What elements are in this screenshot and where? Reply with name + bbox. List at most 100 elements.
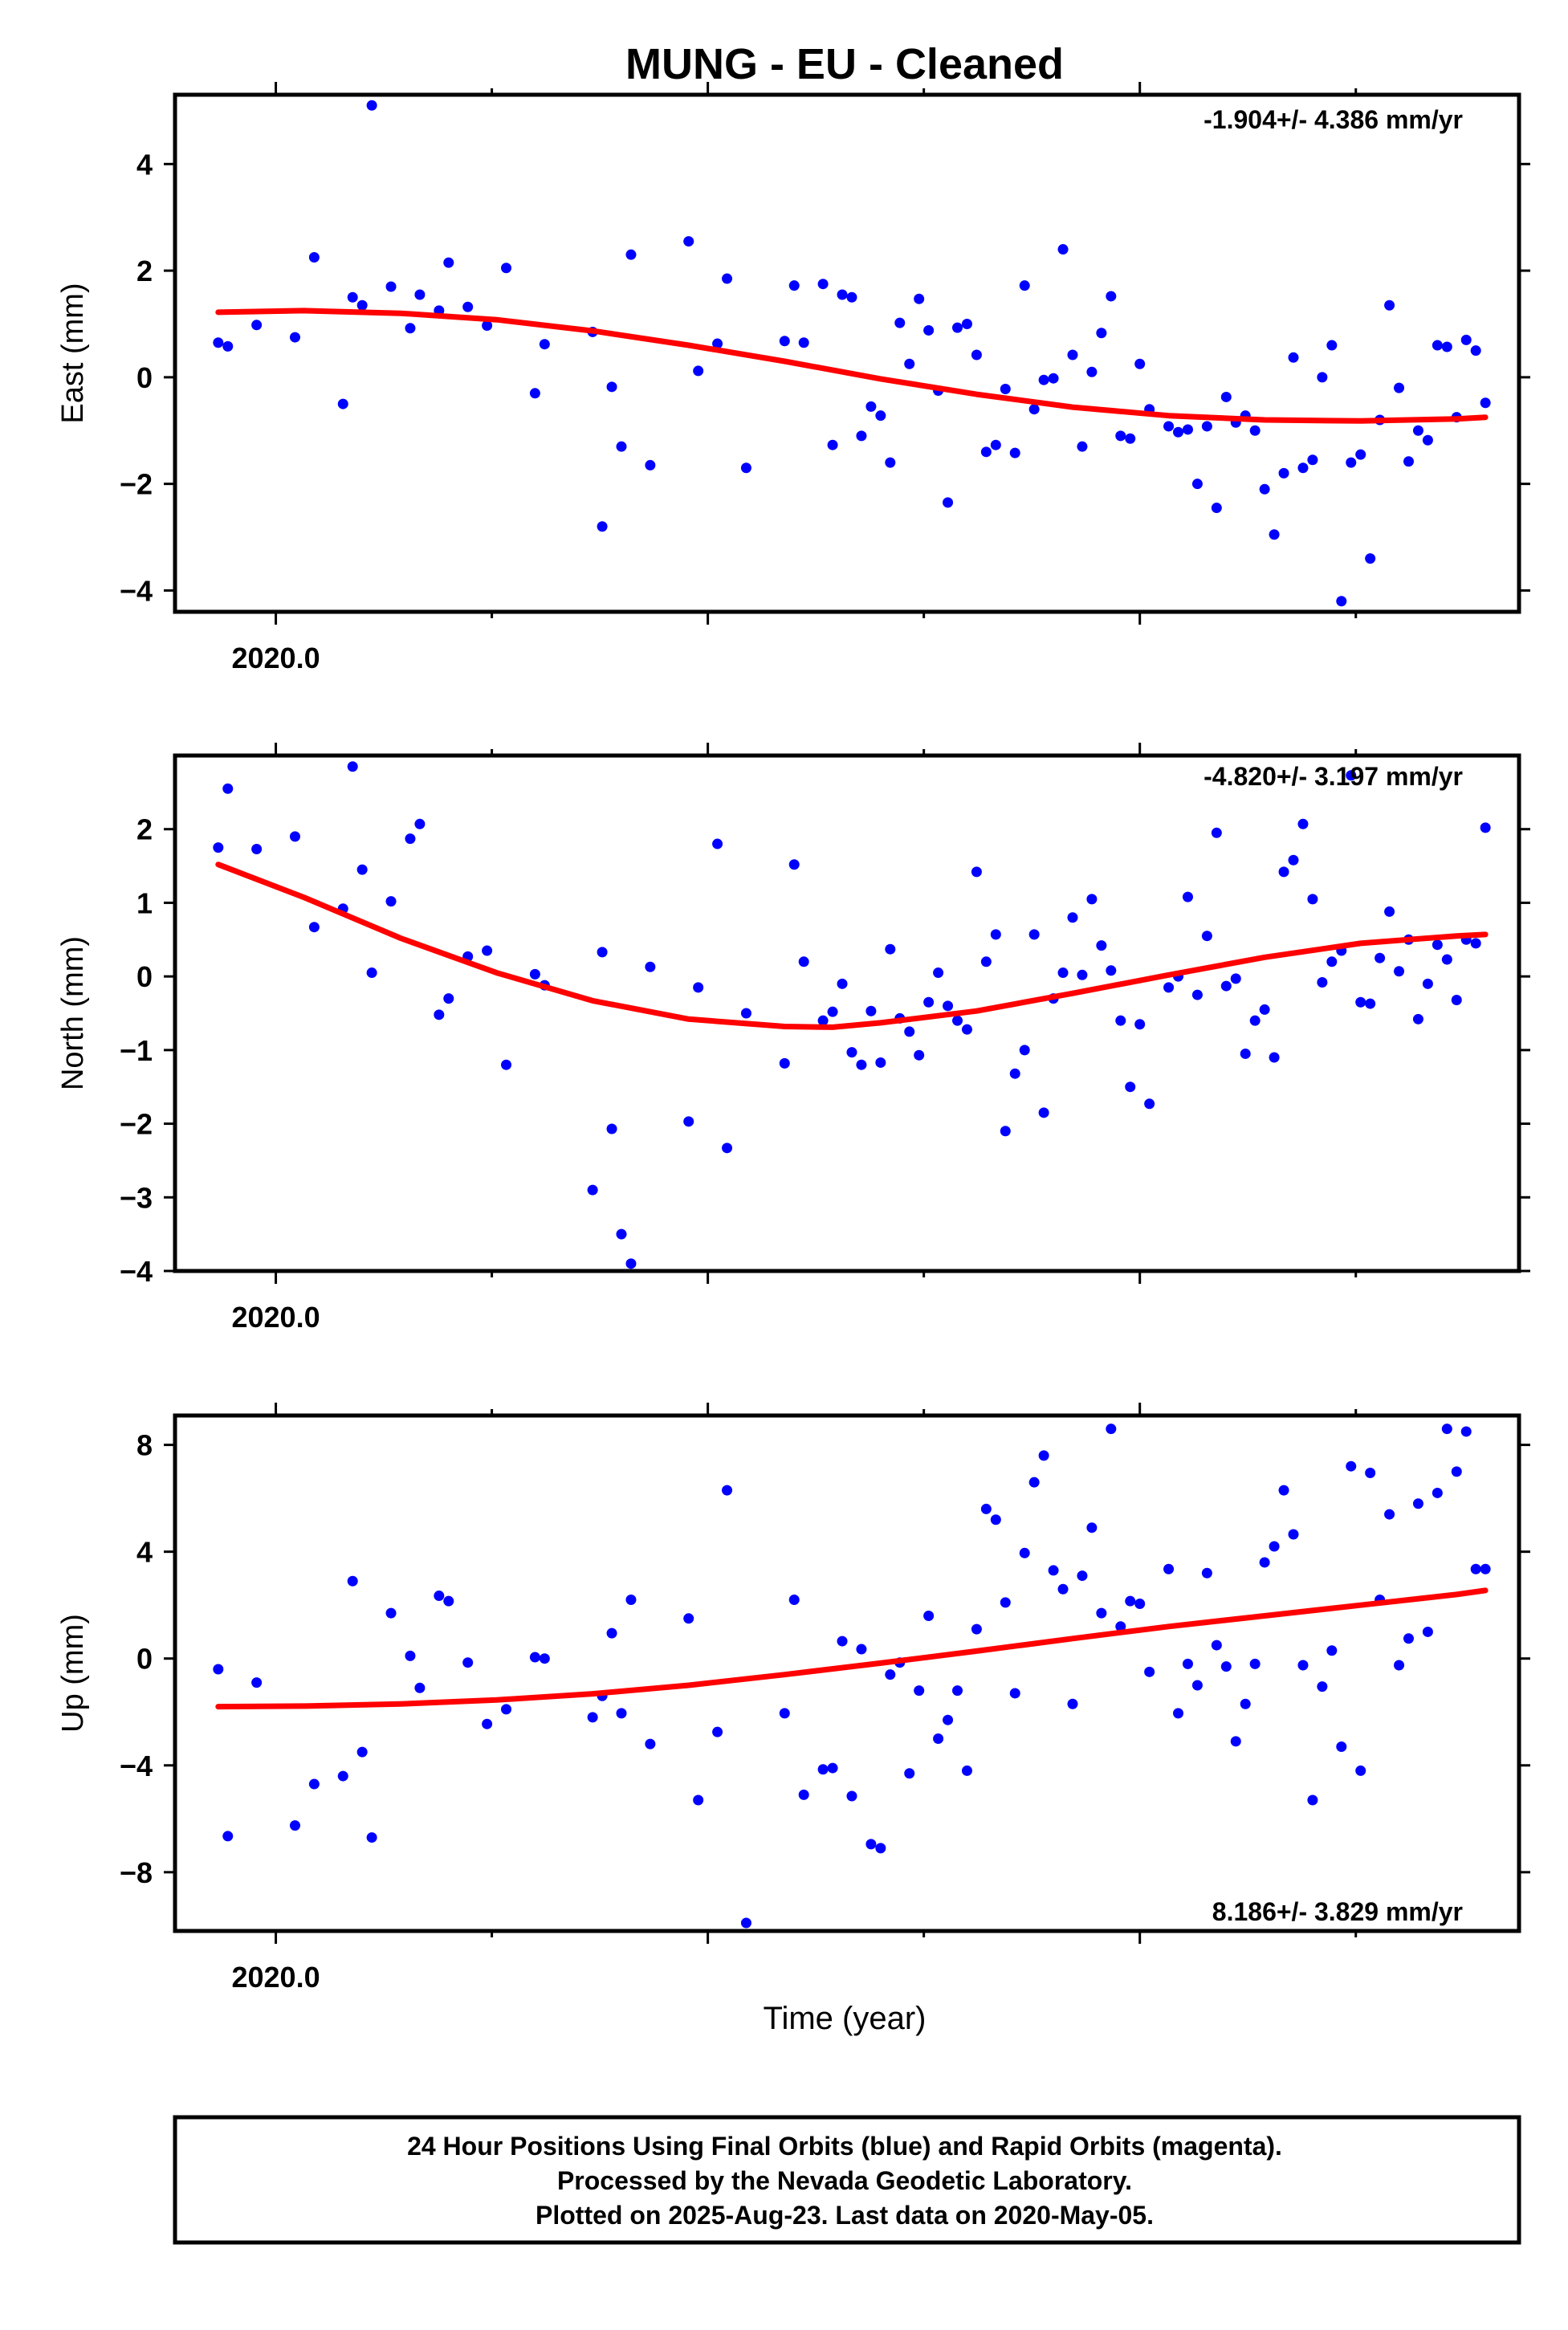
- data-point: [1460, 334, 1472, 345]
- data-point: [625, 1595, 637, 1606]
- data-point: [943, 1714, 954, 1725]
- fit-line: [215, 1587, 1489, 1710]
- data-point: [1191, 1680, 1203, 1691]
- data-point: [1057, 967, 1069, 979]
- data-point: [1163, 421, 1175, 432]
- data-point: [788, 1595, 800, 1606]
- data-point: [1432, 1487, 1443, 1498]
- data-point: [597, 521, 608, 532]
- data-point: [1019, 1547, 1030, 1558]
- data-point: [405, 323, 416, 334]
- data-point: [1173, 426, 1184, 438]
- data-point: [1412, 1498, 1423, 1509]
- y-tick-label: −2: [120, 1108, 153, 1141]
- data-point: [289, 332, 300, 343]
- data-point: [1297, 462, 1309, 474]
- data-point: [837, 978, 848, 989]
- data-point: [1480, 397, 1491, 409]
- data-point: [347, 291, 358, 303]
- data-point: [1057, 1583, 1069, 1595]
- data-point: [222, 340, 234, 352]
- data-point: [952, 1015, 963, 1026]
- data-point: [1115, 1015, 1126, 1026]
- data-point: [1394, 1660, 1405, 1671]
- data-point: [1259, 1557, 1270, 1568]
- data-point: [1355, 449, 1366, 460]
- data-point: [1096, 328, 1107, 339]
- data-point: [337, 398, 348, 409]
- data-point: [414, 818, 426, 829]
- data-point: [1048, 373, 1059, 384]
- data-point: [1220, 1661, 1232, 1672]
- data-point: [914, 293, 925, 304]
- data-point: [740, 1917, 751, 1929]
- data-point: [788, 280, 800, 291]
- data-point: [462, 301, 474, 312]
- data-point: [1307, 1794, 1318, 1806]
- data-point: [693, 1794, 704, 1806]
- data-point: [837, 1635, 848, 1647]
- panel-north: −4 −3 −2 −1 0 1 2 2020.0 North (mm) -4.820+/- 3.1…: [56, 743, 1530, 1334]
- data-point: [1144, 1666, 1155, 1677]
- data-point: [971, 1623, 982, 1635]
- data-point: [1106, 1424, 1117, 1435]
- data-point: [827, 439, 838, 450]
- series-points: [213, 761, 1491, 1269]
- data-point: [990, 1514, 1001, 1525]
- data-point: [971, 866, 982, 878]
- data-point: [1307, 894, 1318, 905]
- data-point: [1086, 1522, 1098, 1534]
- data-point: [1086, 366, 1098, 377]
- data-point: [693, 365, 704, 377]
- data-point: [779, 1708, 790, 1719]
- data-point: [798, 956, 809, 967]
- data-point: [1240, 1698, 1251, 1709]
- data-point: [1201, 421, 1212, 432]
- data-point: [1019, 280, 1030, 291]
- y-tick-label: 0: [136, 1643, 153, 1676]
- data-point: [645, 961, 656, 972]
- data-point: [501, 1059, 512, 1070]
- data-point: [1134, 358, 1146, 369]
- data-point: [865, 401, 877, 412]
- data-point: [645, 459, 656, 470]
- data-point: [885, 1669, 896, 1680]
- data-point: [385, 281, 397, 292]
- data-point: [1441, 954, 1452, 965]
- data-point: [289, 1820, 300, 1831]
- series-points: [213, 100, 1491, 607]
- data-point: [1096, 940, 1107, 951]
- data-point: [1230, 1736, 1241, 1747]
- data-point: [1297, 1660, 1309, 1671]
- panel-frame: [173, 92, 1521, 614]
- data-point: [1067, 1698, 1078, 1709]
- data-point: [1288, 352, 1299, 363]
- y-axis-title: Up (mm): [56, 1614, 90, 1733]
- data-point: [482, 320, 493, 331]
- data-point: [1259, 1004, 1270, 1015]
- y-tick-label: −4: [120, 574, 153, 607]
- data-point: [529, 968, 540, 980]
- data-point: [980, 446, 992, 458]
- footer-box: 24 Hour Positions Using Final Orbits (bl…: [173, 2115, 1521, 2245]
- data-point: [1211, 503, 1222, 514]
- data-point: [356, 299, 368, 311]
- data-point: [1365, 1468, 1376, 1479]
- x-tick-label: 2020.0: [231, 1961, 320, 1994]
- data-point: [1346, 457, 1357, 468]
- data-point: [1057, 244, 1069, 255]
- data-point: [251, 320, 263, 331]
- data-point: [385, 896, 397, 907]
- y-axis-title: North (mm): [56, 936, 90, 1090]
- rate-annotation: -1.904+/- 4.386 mm/yr: [1203, 105, 1463, 134]
- data-point: [1028, 1477, 1040, 1488]
- data-point: [1480, 822, 1491, 833]
- data-point: [923, 324, 935, 336]
- data-point: [1346, 1460, 1357, 1472]
- data-point: [1173, 1708, 1184, 1719]
- data-point: [1191, 479, 1203, 490]
- data-point: [434, 1009, 445, 1020]
- data-point: [1394, 382, 1405, 393]
- data-point: [1422, 1626, 1433, 1637]
- data-point: [1000, 383, 1011, 394]
